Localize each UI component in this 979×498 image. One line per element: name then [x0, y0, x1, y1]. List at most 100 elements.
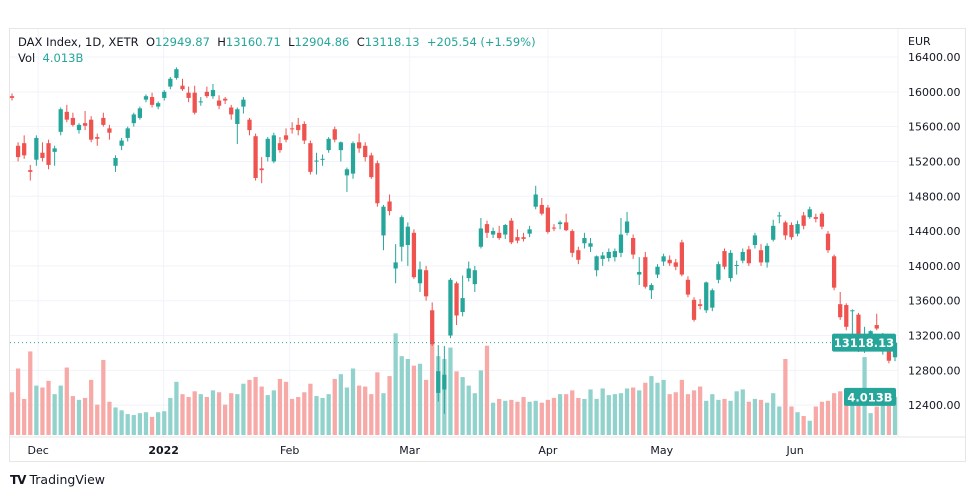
volume-bar — [716, 399, 721, 435]
price-tick-label: 12800.00 — [908, 364, 961, 377]
price-tick-label: 15600.00 — [908, 121, 961, 134]
volume-bar — [472, 393, 477, 435]
candle-body — [22, 143, 27, 156]
low-label: L — [288, 35, 295, 49]
volume-bar — [15, 368, 21, 435]
volume-bar — [612, 394, 618, 435]
candle-body — [70, 117, 76, 125]
price-axis: 16400.00 16000.00 15600.00 15200.00 14800.00… — [897, 29, 961, 437]
candle-body — [375, 163, 380, 204]
time-axis-label: Apr — [538, 444, 558, 457]
volume-bar — [430, 338, 435, 435]
volume-bar — [113, 407, 118, 435]
candle-body — [131, 114, 136, 124]
volume-bar — [588, 389, 593, 435]
volume-bar — [210, 390, 216, 435]
low-value: 12904.86 — [294, 35, 350, 49]
candle-body — [320, 158, 325, 160]
volume-bar — [551, 397, 557, 435]
volume-bar — [399, 356, 404, 435]
volume-bar — [497, 398, 502, 435]
candle-body — [125, 128, 130, 138]
volume-bar — [223, 404, 228, 435]
candle-body — [76, 124, 82, 131]
volume-bar — [752, 398, 758, 435]
candle-body — [326, 138, 331, 151]
price-tick-label: 14400.00 — [908, 225, 961, 238]
candle-body — [740, 251, 745, 261]
volume-bar — [375, 372, 380, 435]
candle-body — [649, 285, 654, 291]
candle-body — [58, 109, 63, 132]
volume-bar — [204, 397, 210, 435]
candle-body — [533, 194, 538, 207]
candle-body — [332, 129, 337, 140]
candle-body — [34, 137, 39, 160]
volume-bar — [393, 333, 398, 435]
candle-body — [643, 257, 648, 287]
candle-body — [679, 242, 684, 275]
candle-body — [752, 235, 758, 245]
candle-body — [728, 252, 733, 279]
high-value: 13160.71 — [225, 35, 281, 49]
grid — [10, 29, 898, 437]
candle-body — [113, 157, 118, 166]
volume-bar — [490, 402, 496, 435]
candle-body — [247, 119, 252, 131]
volume-bar — [314, 396, 319, 435]
candle-body — [691, 299, 697, 320]
candle-body — [564, 222, 569, 231]
candle-body — [807, 209, 812, 218]
candle-body — [143, 96, 149, 100]
candle-body — [454, 283, 459, 316]
candle-body — [527, 229, 532, 234]
volume-bar — [728, 400, 733, 435]
volume-bar — [874, 406, 879, 435]
candle-body — [235, 109, 240, 125]
candle-body — [777, 215, 782, 217]
candle-body — [570, 231, 575, 253]
volume-bar — [722, 398, 727, 435]
last-price-tag-label: 13118.13 — [834, 336, 894, 350]
volume-bar — [655, 382, 660, 435]
candle-body — [521, 237, 526, 239]
volume-bar — [253, 377, 258, 435]
volume-bar — [308, 383, 313, 435]
volume-bar — [381, 393, 386, 435]
candle-body — [411, 232, 417, 278]
volume-bar — [545, 399, 551, 435]
volume-bar — [289, 398, 295, 435]
candle-body — [15, 145, 21, 158]
volume-bar — [515, 401, 520, 435]
tradingview-brand[interactable]: TV TradingView — [10, 472, 105, 487]
volume-bar — [521, 397, 526, 435]
candle-body — [594, 256, 599, 271]
candle-body — [746, 249, 751, 264]
candle-body — [716, 264, 721, 280]
candle-body — [430, 310, 435, 345]
volume-bar — [241, 383, 246, 435]
candle-body — [886, 345, 892, 361]
candle-body — [344, 169, 350, 176]
volume-bar — [82, 397, 88, 435]
candle-body — [539, 204, 544, 214]
candle-body — [204, 91, 210, 97]
volume-bar — [624, 388, 630, 435]
volume-bar — [119, 410, 124, 435]
candle-body — [844, 305, 849, 327]
candles — [9, 67, 898, 414]
volume-bar — [259, 386, 264, 435]
volume-legend: Vol 4.013B — [18, 51, 83, 65]
tradingview-logo-icon: TV — [10, 472, 27, 487]
time-axis-label: Dec — [28, 444, 49, 457]
volume-bar — [296, 397, 301, 435]
volume-bar — [667, 394, 672, 435]
volume-bar — [137, 413, 143, 435]
candle-body — [399, 217, 404, 247]
time-axis-label: Jun — [786, 444, 804, 457]
volume-bar — [631, 387, 636, 435]
volume-bar — [180, 394, 185, 435]
candle-body — [192, 92, 197, 113]
candle-body — [302, 124, 307, 141]
